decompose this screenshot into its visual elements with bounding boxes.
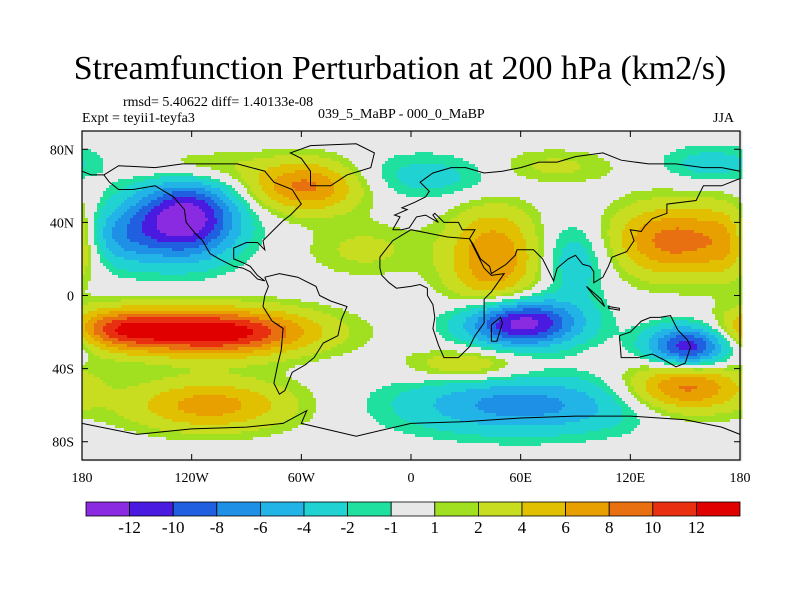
colorbar-label: 6 bbox=[561, 518, 570, 537]
colorbar-label: 12 bbox=[688, 518, 705, 537]
colorbar-swatch bbox=[696, 501, 741, 517]
colorbar-label: 4 bbox=[518, 518, 527, 537]
colorbar-swatch bbox=[259, 501, 305, 517]
colorbar-swatch bbox=[565, 501, 610, 517]
y-tick-label: 80S bbox=[52, 436, 74, 451]
colorbar-label: -6 bbox=[253, 518, 267, 537]
colorbar-swatch bbox=[347, 501, 392, 517]
colorbar-swatch bbox=[85, 501, 130, 517]
x-tick-label: 0 bbox=[408, 471, 415, 486]
colorbar-label: 1 bbox=[431, 518, 440, 537]
period-label: 039_5_MaBP - 000_0_MaBP bbox=[318, 107, 485, 123]
colorbar-swatch bbox=[521, 501, 566, 517]
colorbar-swatch bbox=[477, 501, 523, 517]
colorbar-swatch bbox=[303, 501, 348, 517]
colorbar-label: 8 bbox=[605, 518, 614, 537]
x-tick-label: 120W bbox=[175, 471, 210, 486]
colorbar-label: 10 bbox=[644, 518, 661, 537]
colorbar-swatch bbox=[434, 501, 479, 517]
colorbar-swatch bbox=[129, 501, 174, 517]
x-tick-label: 180 bbox=[72, 471, 93, 486]
colorbar-label: 2 bbox=[474, 518, 483, 537]
season-label: JJA bbox=[713, 111, 734, 127]
x-tick-label: 60W bbox=[288, 471, 316, 486]
axis-ticks: 180 120W 60W 0 60E 120E 180 80N 40N 0 40S 80S bbox=[50, 131, 751, 486]
colorbar-swatch bbox=[390, 501, 436, 517]
coastline-outline bbox=[81, 143, 741, 437]
y-tick-label: 40S bbox=[52, 363, 74, 378]
colorbar-swatch bbox=[652, 501, 697, 517]
colorbar-swatch bbox=[608, 501, 654, 517]
colorbar-label: -2 bbox=[341, 518, 355, 537]
colorbar-label: -4 bbox=[297, 518, 312, 537]
colorbar-swatch bbox=[216, 501, 261, 517]
contour-field bbox=[82, 131, 743, 462]
colorbar-label: -10 bbox=[162, 518, 185, 537]
y-tick-label: 40N bbox=[50, 216, 74, 231]
colorbar-label: -12 bbox=[118, 518, 141, 537]
chart-title: Streamfunction Perturbation at 200 hPa (… bbox=[0, 50, 800, 88]
colorbar-label: -8 bbox=[210, 518, 224, 537]
colorbar-swatch bbox=[172, 501, 218, 517]
x-tick-label: 120E bbox=[616, 471, 646, 486]
x-tick-label: 60E bbox=[509, 471, 532, 486]
colorbar: -12 -10 -8 -6 -4 -2 -1 1 2 4 6 8 10 12 bbox=[85, 501, 741, 537]
y-tick-label: 0 bbox=[67, 290, 74, 305]
colorbar-label: -1 bbox=[384, 518, 398, 537]
x-tick-label: 180 bbox=[730, 471, 751, 486]
y-tick-label: 80N bbox=[50, 143, 74, 158]
experiment-label: Expt = teyii1-teyfa3 bbox=[82, 111, 195, 127]
stats-text: rmsd= 5.40622 diff= 1.40133e-08 bbox=[123, 95, 313, 111]
